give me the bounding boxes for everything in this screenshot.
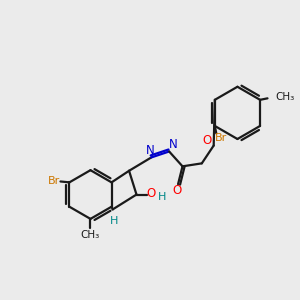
Text: H: H (158, 192, 166, 202)
Text: H: H (110, 216, 118, 226)
Text: O: O (147, 188, 156, 200)
Text: CH₃: CH₃ (275, 92, 294, 102)
Text: O: O (202, 134, 212, 147)
Text: N: N (169, 139, 177, 152)
Text: Br: Br (214, 133, 227, 143)
Text: CH₃: CH₃ (81, 230, 100, 240)
Text: O: O (173, 184, 182, 197)
Text: Br: Br (48, 176, 60, 186)
Text: N: N (146, 143, 154, 157)
